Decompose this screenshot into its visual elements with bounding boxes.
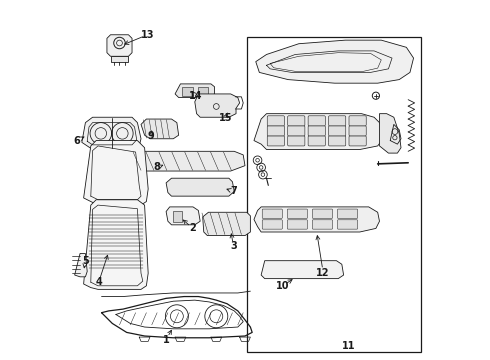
- Text: 6: 6: [74, 136, 80, 145]
- Text: 1: 1: [163, 334, 170, 345]
- Polygon shape: [82, 117, 141, 149]
- FancyBboxPatch shape: [308, 136, 325, 146]
- Text: 9: 9: [147, 131, 154, 141]
- Polygon shape: [84, 140, 148, 205]
- Polygon shape: [175, 84, 215, 98]
- FancyBboxPatch shape: [313, 209, 333, 219]
- FancyBboxPatch shape: [267, 126, 285, 136]
- FancyBboxPatch shape: [349, 136, 366, 146]
- FancyBboxPatch shape: [329, 136, 346, 146]
- Polygon shape: [166, 207, 200, 225]
- FancyBboxPatch shape: [267, 116, 285, 126]
- Text: 14: 14: [189, 91, 202, 101]
- Polygon shape: [74, 253, 87, 277]
- Text: 13: 13: [141, 30, 154, 40]
- Polygon shape: [111, 56, 128, 62]
- Text: 11: 11: [342, 341, 356, 351]
- FancyBboxPatch shape: [308, 126, 325, 136]
- FancyBboxPatch shape: [267, 136, 285, 146]
- FancyBboxPatch shape: [262, 220, 282, 229]
- Text: 7: 7: [230, 186, 237, 197]
- FancyBboxPatch shape: [329, 116, 346, 126]
- FancyBboxPatch shape: [287, 209, 307, 219]
- Text: 15: 15: [219, 113, 232, 123]
- Polygon shape: [84, 200, 148, 289]
- FancyBboxPatch shape: [262, 209, 282, 219]
- FancyBboxPatch shape: [288, 116, 305, 126]
- Bar: [172, 211, 181, 222]
- Polygon shape: [141, 119, 179, 139]
- Polygon shape: [132, 151, 245, 171]
- Text: 2: 2: [190, 224, 196, 233]
- Text: 12: 12: [317, 267, 330, 278]
- Polygon shape: [254, 114, 383, 149]
- Polygon shape: [166, 178, 234, 196]
- Bar: [197, 87, 208, 96]
- FancyBboxPatch shape: [329, 126, 346, 136]
- Text: 4: 4: [96, 277, 102, 287]
- Polygon shape: [195, 94, 240, 117]
- Text: 8: 8: [154, 162, 161, 172]
- FancyBboxPatch shape: [313, 220, 333, 229]
- Polygon shape: [254, 207, 379, 232]
- FancyBboxPatch shape: [287, 220, 307, 229]
- Text: 3: 3: [230, 241, 237, 251]
- Bar: [247, 37, 421, 352]
- Polygon shape: [203, 212, 250, 235]
- FancyBboxPatch shape: [338, 209, 358, 219]
- Polygon shape: [379, 114, 401, 153]
- Polygon shape: [261, 261, 343, 279]
- FancyBboxPatch shape: [288, 136, 305, 146]
- FancyBboxPatch shape: [288, 126, 305, 136]
- FancyBboxPatch shape: [308, 116, 325, 126]
- Polygon shape: [107, 35, 132, 56]
- Polygon shape: [256, 40, 414, 83]
- FancyBboxPatch shape: [338, 220, 358, 229]
- Bar: [182, 87, 193, 96]
- FancyBboxPatch shape: [349, 116, 366, 126]
- Text: 5: 5: [82, 256, 89, 266]
- FancyBboxPatch shape: [349, 126, 366, 136]
- Text: 10: 10: [276, 281, 290, 291]
